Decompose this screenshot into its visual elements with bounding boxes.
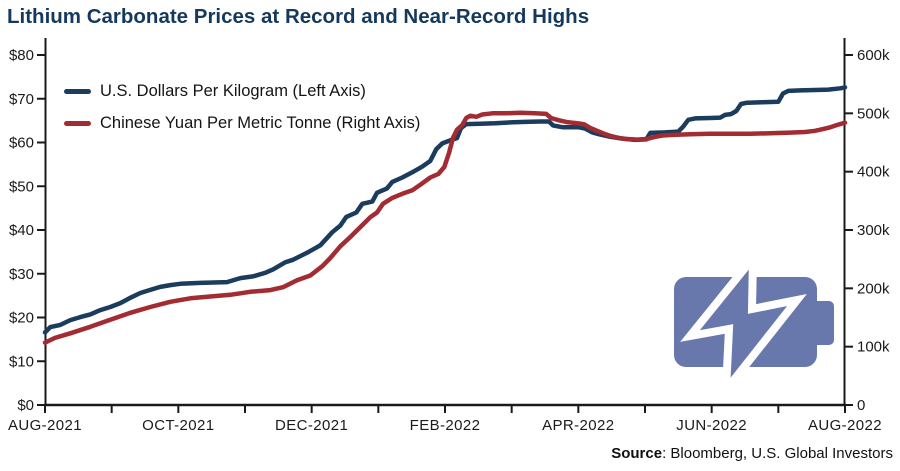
yuan-line-swatch [64, 120, 91, 127]
y-right-tick-label: 200k [857, 280, 890, 297]
chart-title: Lithium Carbonate Prices at Record and N… [7, 5, 590, 28]
x-tick-label: OCT-2021 [142, 417, 214, 434]
source-credit: Source: Bloomberg, U.S. Global Investors [611, 445, 893, 462]
x-tick-label: FEB-2022 [410, 417, 481, 434]
x-tick-label: DEC-2021 [275, 417, 348, 434]
y-right-tick-label: 400k [857, 164, 890, 181]
source-text: : Bloomberg, U.S. Global Investors [662, 445, 893, 462]
y-right-tick-label: 300k [857, 222, 890, 239]
y-right-tick-label: 600k [857, 47, 890, 64]
x-tick-label: JUN-2022 [676, 417, 747, 434]
y-right-tick-label: 0 [857, 397, 865, 414]
lightning-bolt-icon [680, 246, 807, 403]
y-left-tick-label: $50 [9, 178, 34, 195]
y-left-tick-label: $10 [9, 353, 34, 370]
battery-charging-icon [674, 246, 834, 403]
legend-item-usd: U.S. Dollars Per Kilogram (Left Axis) [64, 82, 420, 101]
y-right-tick-label: 100k [857, 339, 890, 356]
x-tick-label: AUG-2021 [8, 417, 82, 434]
x-tick-label: APR-2022 [542, 417, 614, 434]
legend-label-usd: U.S. Dollars Per Kilogram (Left Axis) [100, 82, 366, 100]
axes: $0 $10 $20 $30 $40 $50 $60 $70 $80 0 100k 200k 300k 4… [8, 38, 890, 434]
x-tick-label: AUG-2022 [808, 417, 882, 434]
y-left-tick-label: $80 [9, 47, 34, 64]
source-label: Source [611, 445, 663, 462]
series-lines [42, 85, 848, 345]
y-left-tick-label: $70 [9, 91, 34, 108]
y-right-tick-label: 500k [857, 105, 890, 122]
y-left-tick-label: $60 [9, 135, 34, 152]
battery-terminal-shape [812, 301, 834, 345]
y-left-tick-label: $40 [9, 222, 34, 239]
legend: U.S. Dollars Per Kilogram (Left Axis) Ch… [64, 82, 420, 133]
legend-item-yuan: Chinese Yuan Per Metric Tonne (Right Axi… [64, 114, 420, 133]
yuan-price-line [42, 110, 848, 345]
usd-line-swatch [64, 88, 91, 95]
legend-label-yuan: Chinese Yuan Per Metric Tonne (Right Axi… [100, 114, 421, 132]
y-left-tick-label: $0 [17, 397, 34, 414]
y-left-tick-label: $30 [9, 266, 34, 283]
y-left-tick-label: $20 [9, 310, 34, 327]
